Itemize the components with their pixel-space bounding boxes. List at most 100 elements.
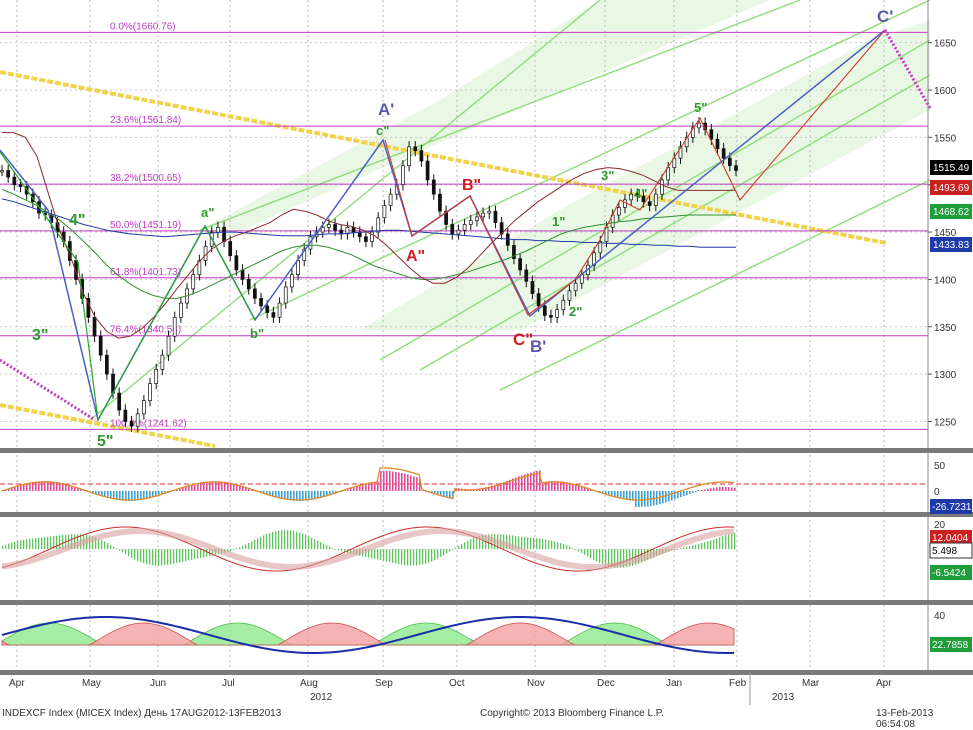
panel2-histogram-bar xyxy=(425,549,427,564)
candle-body xyxy=(277,302,282,318)
wave-label: 5" xyxy=(97,433,113,450)
panel2-histogram-bar xyxy=(287,530,289,549)
panel2-histogram-bar xyxy=(116,548,118,549)
panel1-histogram-bar xyxy=(68,484,70,491)
panel2-histogram-bar xyxy=(263,535,265,549)
panel1-histogram-bar xyxy=(413,476,415,491)
panel2-histogram-bar xyxy=(416,549,418,566)
panel2-histogram-bar xyxy=(431,549,433,562)
panel2-histogram-bar xyxy=(101,540,103,549)
panel2-histogram-bar xyxy=(62,535,64,549)
panel1-histogram-bar xyxy=(281,491,283,499)
panel2-histogram-bar xyxy=(521,536,523,549)
panel1-histogram-bar xyxy=(635,491,637,507)
panel1-histogram-bar xyxy=(383,471,385,491)
panel2-histogram-bar xyxy=(284,530,286,549)
panel1-histogram-bar xyxy=(14,486,16,491)
x-axis-month-label: Aug xyxy=(300,678,318,689)
panel2-histogram-bar xyxy=(551,540,553,549)
price-tag-label: 1493.69 xyxy=(933,183,970,194)
panel1-histogram-bar xyxy=(104,491,106,497)
panel2-histogram-bar xyxy=(239,547,241,549)
panel2-histogram-bar xyxy=(47,536,49,549)
panel1-histogram-bar xyxy=(35,481,37,491)
wave-label: 2" xyxy=(569,304,582,319)
panel2-histogram-bar xyxy=(566,545,568,549)
candle-body xyxy=(734,165,738,171)
panel1-histogram-bar xyxy=(290,491,292,501)
panel2-histogram-bar xyxy=(122,549,124,553)
panel2-histogram-bar xyxy=(20,540,22,549)
pitchfork-line xyxy=(199,0,801,231)
panel1-histogram-bar xyxy=(317,491,319,499)
panel2-histogram-bar xyxy=(191,549,193,560)
panel2-histogram-bar xyxy=(305,534,307,549)
panel1-histogram-bar xyxy=(152,491,154,498)
candle-body xyxy=(468,220,473,225)
fib-level-label: 50.0%(1451.19) xyxy=(110,220,181,231)
fib-level-label: 38.2%(1500.65) xyxy=(110,173,181,184)
panel2-histogram-bar xyxy=(518,536,520,549)
panel1-histogram-bar xyxy=(587,487,589,491)
panel1-histogram-bar xyxy=(80,488,82,491)
candle-body xyxy=(320,226,325,233)
panel2-histogram-bar xyxy=(119,549,121,551)
panel2-histogram-bar xyxy=(587,549,589,557)
candle-body xyxy=(462,224,467,231)
panel2-histogram-bar xyxy=(53,536,55,549)
panel1-histogram-bar xyxy=(65,483,67,491)
panel2-histogram-bar xyxy=(524,536,526,549)
price-tag xyxy=(930,204,972,219)
panel2-histogram-bar xyxy=(368,549,370,558)
panel2-histogram-bar xyxy=(482,535,484,549)
panel1-histogram-bar xyxy=(605,491,607,495)
candle-body xyxy=(536,293,541,307)
panel2-histogram-bar xyxy=(107,543,109,549)
panel2-histogram-bar xyxy=(341,549,343,552)
panel1-histogram-bar xyxy=(581,485,583,491)
panel1-histogram-bar xyxy=(578,484,580,491)
panel1-histogram-bar xyxy=(233,483,235,491)
panel2-histogram-bar xyxy=(716,538,718,549)
panel1-histogram-bar xyxy=(347,488,349,491)
panel-tag-label: 12.0404 xyxy=(932,533,969,544)
panel1-histogram-bar xyxy=(548,481,550,491)
panel1-histogram-bar xyxy=(530,472,532,491)
candle-body xyxy=(123,409,128,422)
panel1-histogram-bar xyxy=(386,471,388,491)
candle-body xyxy=(512,244,516,259)
panel1-histogram-bar xyxy=(497,483,499,491)
panel1-histogram-bar xyxy=(686,491,688,496)
panel1-histogram-bar xyxy=(134,491,136,501)
price-axis-label: 1350 xyxy=(934,323,957,334)
panel2-histogram-bar xyxy=(410,549,412,566)
panel1-histogram-bar xyxy=(608,491,610,496)
candle-body xyxy=(370,231,374,242)
panel1-histogram-bar xyxy=(434,491,436,494)
panel2-histogram-bar xyxy=(185,549,187,562)
candle-body xyxy=(388,193,393,206)
panel1-histogram-bar xyxy=(311,491,313,501)
panel2-histogram-bar xyxy=(734,532,736,549)
panel2-histogram-bar xyxy=(35,538,37,549)
candle-body xyxy=(629,193,633,201)
panel2-histogram-bar xyxy=(392,549,394,563)
candle-body xyxy=(721,148,726,159)
candle-body xyxy=(283,286,288,304)
x-axis-month-label: Feb xyxy=(729,678,747,689)
wave-label: B' xyxy=(530,337,546,356)
panel2-histogram-bar xyxy=(377,549,379,560)
panel2-histogram-bar xyxy=(467,540,469,549)
panel1-histogram-bar xyxy=(539,470,541,491)
panel2-histogram-bar xyxy=(206,549,208,557)
panel1-histogram-bar xyxy=(245,486,247,491)
panel1-histogram-bar xyxy=(533,471,535,491)
panel2-histogram-bar xyxy=(605,549,607,566)
panel2-histogram-bar xyxy=(332,547,334,549)
panel1-histogram-bar xyxy=(662,491,664,504)
panel1-histogram-bar xyxy=(137,491,139,501)
candle-body xyxy=(401,165,405,186)
panel1-histogram-bar xyxy=(491,485,493,491)
candle-body xyxy=(425,160,430,181)
candle-body xyxy=(727,157,732,167)
